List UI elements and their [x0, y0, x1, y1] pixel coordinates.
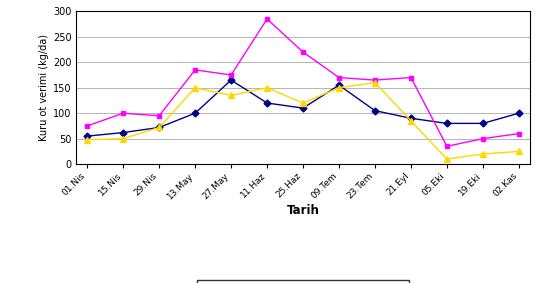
2011 — [228, 94, 234, 97]
Line: 2011: 2011 — [85, 80, 521, 162]
2009 — [120, 131, 127, 134]
2009 — [443, 122, 450, 125]
2009 — [479, 122, 486, 125]
2010 — [84, 124, 91, 128]
Legend: 2009, 2010, 2011: 2009, 2010, 2011 — [198, 280, 408, 283]
2010 — [479, 137, 486, 140]
2009 — [156, 126, 163, 129]
2010 — [336, 76, 342, 79]
2010 — [264, 17, 270, 21]
Line: 2009: 2009 — [85, 78, 521, 139]
2009 — [408, 117, 414, 120]
2010 — [120, 112, 127, 115]
2011 — [84, 138, 91, 142]
2009 — [264, 101, 270, 105]
2009 — [372, 109, 378, 112]
2009 — [84, 134, 91, 138]
2011 — [192, 86, 198, 89]
2011 — [120, 137, 127, 140]
2009 — [192, 112, 198, 115]
2009 — [300, 106, 306, 110]
2009 — [228, 78, 234, 82]
2011 — [300, 101, 306, 105]
2010 — [408, 76, 414, 79]
2011 — [336, 86, 342, 89]
2011 — [515, 150, 522, 153]
2010 — [228, 73, 234, 77]
2011 — [156, 126, 163, 129]
2009 — [336, 83, 342, 87]
2010 — [192, 68, 198, 72]
Line: 2010: 2010 — [85, 16, 521, 149]
2010 — [443, 145, 450, 148]
2011 — [408, 119, 414, 123]
X-axis label: Tarih: Tarih — [287, 203, 319, 216]
Y-axis label: Kuru ot verimi (kg/da): Kuru ot verimi (kg/da) — [39, 34, 49, 141]
2010 — [515, 132, 522, 135]
2010 — [372, 78, 378, 82]
2011 — [479, 152, 486, 156]
2010 — [300, 50, 306, 54]
2011 — [372, 81, 378, 84]
2011 — [443, 157, 450, 161]
2010 — [156, 114, 163, 117]
2009 — [515, 112, 522, 115]
2011 — [264, 86, 270, 89]
